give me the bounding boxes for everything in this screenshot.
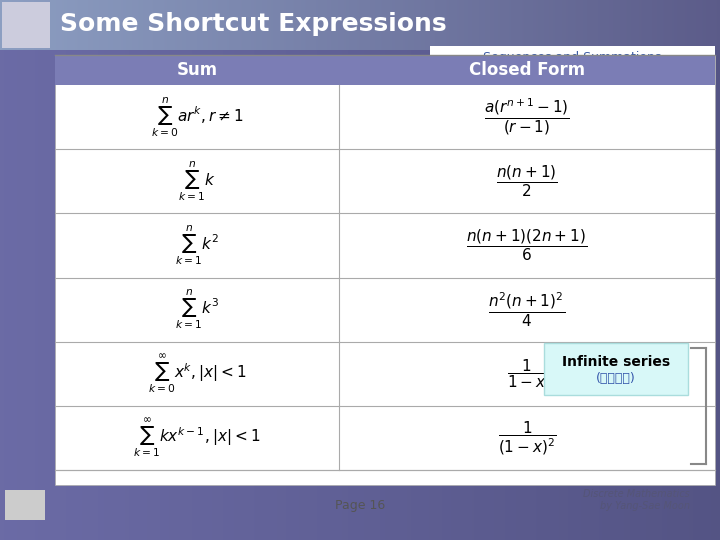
Text: (무한급수): (무한급수): [596, 372, 636, 385]
Text: Some Shortcut Expressions: Some Shortcut Expressions: [60, 12, 446, 36]
Text: Sum: Sum: [176, 61, 217, 79]
FancyBboxPatch shape: [430, 46, 715, 68]
FancyBboxPatch shape: [2, 2, 50, 48]
Text: $\dfrac{n(n+1)(2n+1)}{6}$: $\dfrac{n(n+1)(2n+1)}{6}$: [467, 227, 588, 264]
Text: $\sum_{k=0}^{\infty} x^k, |x| < 1$: $\sum_{k=0}^{\infty} x^k, |x| < 1$: [148, 352, 246, 396]
Text: Sequences and Summations: Sequences and Summations: [483, 51, 661, 64]
FancyBboxPatch shape: [55, 55, 339, 85]
Text: Infinite series: Infinite series: [562, 355, 670, 369]
FancyBboxPatch shape: [55, 55, 715, 485]
Text: $\sum_{k=1}^{n} k^3$: $\sum_{k=1}^{n} k^3$: [175, 288, 219, 332]
Text: $\sum_{k=1}^{n} k^2$: $\sum_{k=1}^{n} k^2$: [175, 224, 219, 267]
FancyBboxPatch shape: [544, 343, 688, 395]
Text: $\dfrac{a(r^{n+1}-1)}{(r-1)}$: $\dfrac{a(r^{n+1}-1)}{(r-1)}$: [484, 97, 570, 137]
Text: $\dfrac{1}{(1-x)^2}$: $\dfrac{1}{(1-x)^2}$: [498, 419, 557, 457]
FancyBboxPatch shape: [5, 490, 45, 520]
Text: $\dfrac{n^2(n+1)^2}{4}$: $\dfrac{n^2(n+1)^2}{4}$: [488, 291, 565, 329]
FancyBboxPatch shape: [339, 55, 715, 85]
FancyBboxPatch shape: [0, 0, 720, 50]
Text: $\sum_{k=1}^{n} k$: $\sum_{k=1}^{n} k$: [178, 159, 215, 203]
Text: $\sum_{k=0}^{n} ar^k, r \neq 1$: $\sum_{k=0}^{n} ar^k, r \neq 1$: [150, 96, 243, 139]
Text: Discrete Mathematics
by Yang-Sae Moon: Discrete Mathematics by Yang-Sae Moon: [583, 489, 690, 511]
Text: $\dfrac{1}{1-x}$: $\dfrac{1}{1-x}$: [507, 357, 546, 390]
Text: $\sum_{k=1}^{\infty} kx^{k-1}, |x| < 1$: $\sum_{k=1}^{\infty} kx^{k-1}, |x| < 1$: [133, 416, 261, 460]
Text: $\dfrac{n(n+1)}{2}$: $\dfrac{n(n+1)}{2}$: [496, 164, 558, 199]
Text: Closed Form: Closed Form: [469, 61, 585, 79]
Text: Page 16: Page 16: [335, 498, 385, 511]
